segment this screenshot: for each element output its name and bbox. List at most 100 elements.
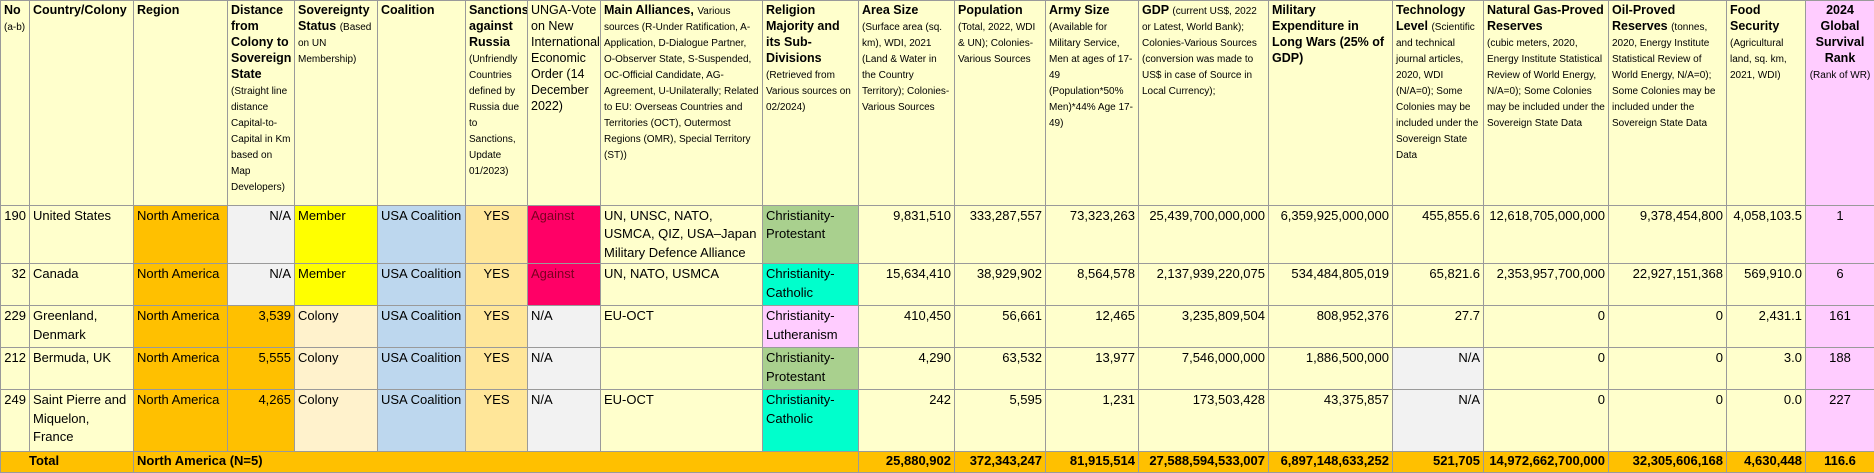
header-row: No(a-b) Country/Colony Region Distance f… [1,1,1874,206]
cell-rank: 161 [1806,306,1874,348]
cell-army: 13,977 [1046,348,1139,390]
cell-country: Saint Pierre and Miquelon, France [30,390,134,452]
table-row: 32 Canada North America N/A Member USA C… [1,264,1874,306]
cell-area: 9,831,510 [859,206,955,264]
cell-food: 3.0 [1727,348,1806,390]
cell-food: 4,058,103.5 [1727,206,1806,264]
cell-gas: 0 [1484,390,1609,452]
cell-coalition: USA Coalition [378,306,466,348]
cell-no: 249 [1,390,30,452]
cell-area: 242 [859,390,955,452]
cell-region: North America [134,390,228,452]
cell-rank: 188 [1806,348,1874,390]
cell-military: 808,952,376 [1269,306,1393,348]
cell-alliances [601,348,763,390]
cell-area: 15,634,410 [859,264,955,306]
cell-gdp: 2,137,939,220,075 [1139,264,1269,306]
total-gdp: 27,588,594,533,007 [1139,452,1269,473]
cell-no: 32 [1,264,30,306]
total-technology: 521,705 [1393,452,1484,473]
total-military: 6,897,148,633,252 [1269,452,1393,473]
cell-no: 229 [1,306,30,348]
cell-sanctions: YES [466,390,528,452]
cell-rank: 1 [1806,206,1874,264]
cell-food: 569,910.0 [1727,264,1806,306]
header-unga: UNGA-Vote on New International Economic … [528,1,601,206]
cell-technology: 27.7 [1393,306,1484,348]
cell-no: 212 [1,348,30,390]
header-sanctions: Sanctions against Russia(Unfriendly Coun… [466,1,528,206]
total-army: 81,915,514 [1046,452,1139,473]
cell-coalition: USA Coalition [378,390,466,452]
cell-region: North America [134,306,228,348]
header-area: Area Size(Surface area (sq. km), WDI, 20… [859,1,955,206]
cell-gdp: 3,235,809,504 [1139,306,1269,348]
total-area: 25,880,902 [859,452,955,473]
header-food: Food Security(Agricultural land, sq. km,… [1727,1,1806,206]
cell-military: 534,484,805,019 [1269,264,1393,306]
cell-alliances: EU-OCT [601,306,763,348]
header-religion: Religion Majority and its Sub-Divisions(… [763,1,859,206]
cell-food: 0.0 [1727,390,1806,452]
cell-region: North America [134,264,228,306]
cell-area: 410,450 [859,306,955,348]
cell-gdp: 25,439,700,000,000 [1139,206,1269,264]
header-alliances: Main Alliances, Various sources (R-Under… [601,1,763,206]
cell-country: United States [30,206,134,264]
cell-distance: 5,555 [228,348,295,390]
cell-sovereignty: Colony [295,348,378,390]
cell-population: 56,661 [955,306,1046,348]
header-coalition: Coalition [378,1,466,206]
cell-population: 38,929,902 [955,264,1046,306]
cell-unga: N/A [528,306,601,348]
cell-distance: 3,539 [228,306,295,348]
cell-gas: 2,353,957,700,000 [1484,264,1609,306]
cell-sovereignty: Colony [295,306,378,348]
cell-army: 73,323,263 [1046,206,1139,264]
cell-sovereignty: Member [295,264,378,306]
total-oil: 32,305,606,168 [1609,452,1727,473]
cell-coalition: USA Coalition [378,206,466,264]
cell-sanctions: YES [466,306,528,348]
cell-unga: Against [528,264,601,306]
cell-technology: N/A [1393,348,1484,390]
total-rank: 116.6 [1806,452,1874,473]
table-row: 190 United States North America N/A Memb… [1,206,1874,264]
cell-army: 12,465 [1046,306,1139,348]
cell-population: 63,532 [955,348,1046,390]
cell-country: Greenland, Denmark [30,306,134,348]
cell-military: 6,359,925,000,000 [1269,206,1393,264]
table-row: 229 Greenland, Denmark North America 3,5… [1,306,1874,348]
cell-country: Canada [30,264,134,306]
cell-coalition: USA Coalition [378,264,466,306]
header-military: Military Expenditure in Long Wars (25% o… [1269,1,1393,206]
cell-religion: Christianity-Protestant [763,206,859,264]
header-gas: Natural Gas-Proved Reserves(cubic meters… [1484,1,1609,206]
cell-unga: N/A [528,348,601,390]
cell-alliances: UN, UNSC, NATO, USMCA, QIZ, USA–Japan Mi… [601,206,763,264]
cell-food: 2,431.1 [1727,306,1806,348]
cell-region: North America [134,206,228,264]
cell-coalition: USA Coalition [378,348,466,390]
cell-oil: 0 [1609,306,1727,348]
cell-religion: Christianity-Lutheranism [763,306,859,348]
cell-unga: Against [528,206,601,264]
cell-army: 1,231 [1046,390,1139,452]
header-distance: Distance from Colony to Sovereign State(… [228,1,295,206]
cell-distance: N/A [228,264,295,306]
cell-sovereignty: Member [295,206,378,264]
cell-oil: 22,927,151,368 [1609,264,1727,306]
cell-rank: 6 [1806,264,1874,306]
cell-military: 43,375,857 [1269,390,1393,452]
table-row: 212 Bermuda, UK North America 5,555 Colo… [1,348,1874,390]
total-population: 372,343,247 [955,452,1046,473]
total-region: North America (N=5) [134,452,859,473]
header-technology: Technology Level (Scientific and technic… [1393,1,1484,206]
cell-country: Bermuda, UK [30,348,134,390]
cell-technology: N/A [1393,390,1484,452]
header-sovereignty: Sovereignty Status (Based on UN Membersh… [295,1,378,206]
cell-military: 1,886,500,000 [1269,348,1393,390]
total-gas: 14,972,662,700,000 [1484,452,1609,473]
cell-technology: 455,855.6 [1393,206,1484,264]
